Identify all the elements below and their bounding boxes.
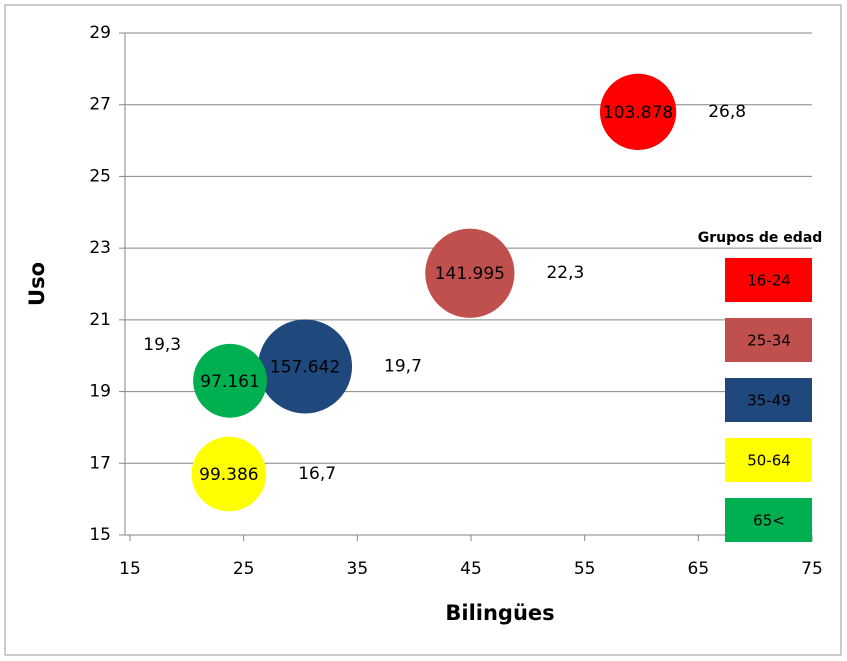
bubble bbox=[425, 228, 515, 318]
y-tick-label: 19 bbox=[89, 382, 111, 402]
legend-label: 16-24 bbox=[747, 272, 791, 290]
x-axis-label: Bilingües bbox=[445, 601, 554, 625]
value-label: 19,3 bbox=[143, 335, 181, 355]
size-label: 97.161 bbox=[200, 372, 259, 392]
y-tick-label: 17 bbox=[89, 453, 111, 473]
y-tick-label: 21 bbox=[89, 310, 111, 330]
y-tick-label: 23 bbox=[89, 238, 111, 258]
legend-swatch bbox=[725, 378, 812, 422]
size-label: 99.386 bbox=[199, 465, 258, 485]
x-tick-label: 25 bbox=[233, 559, 255, 579]
y-tick-label: 27 bbox=[89, 95, 111, 115]
x-tick-label: 35 bbox=[347, 559, 369, 579]
size-label: 157.642 bbox=[270, 357, 340, 377]
legend-label: 35-49 bbox=[747, 392, 791, 410]
size-label: 103.878 bbox=[603, 103, 673, 123]
value-label: 26,8 bbox=[708, 102, 746, 122]
legend-swatch bbox=[725, 498, 812, 542]
value-label: 22,3 bbox=[546, 263, 584, 283]
legend-swatch bbox=[725, 258, 812, 302]
bubble bbox=[258, 319, 353, 414]
x-tick-label: 65 bbox=[688, 559, 710, 579]
legend-title: Grupos de edad bbox=[698, 230, 823, 246]
y-tick-label: 15 bbox=[89, 525, 111, 545]
bubble bbox=[193, 343, 267, 418]
y-tick-label: 25 bbox=[89, 166, 111, 186]
value-label: 16,7 bbox=[298, 464, 336, 484]
value-label: 19,7 bbox=[384, 356, 422, 376]
legend-label: 25-34 bbox=[747, 332, 791, 350]
legend-swatch bbox=[725, 438, 812, 482]
x-tick-label: 75 bbox=[801, 559, 823, 579]
x-tick-label: 45 bbox=[460, 559, 482, 579]
size-label: 141.995 bbox=[435, 264, 505, 284]
bubble bbox=[191, 436, 267, 512]
x-tick-label: 15 bbox=[119, 559, 141, 579]
legend-label: 65< bbox=[753, 512, 785, 530]
chart-frame bbox=[4, 4, 842, 656]
y-axis-label: Uso bbox=[25, 262, 49, 306]
legend-swatch bbox=[725, 318, 812, 362]
legend-label: 50-64 bbox=[747, 452, 791, 470]
bubble bbox=[599, 73, 677, 151]
y-tick-label: 29 bbox=[89, 23, 111, 43]
x-tick-label: 55 bbox=[574, 559, 596, 579]
